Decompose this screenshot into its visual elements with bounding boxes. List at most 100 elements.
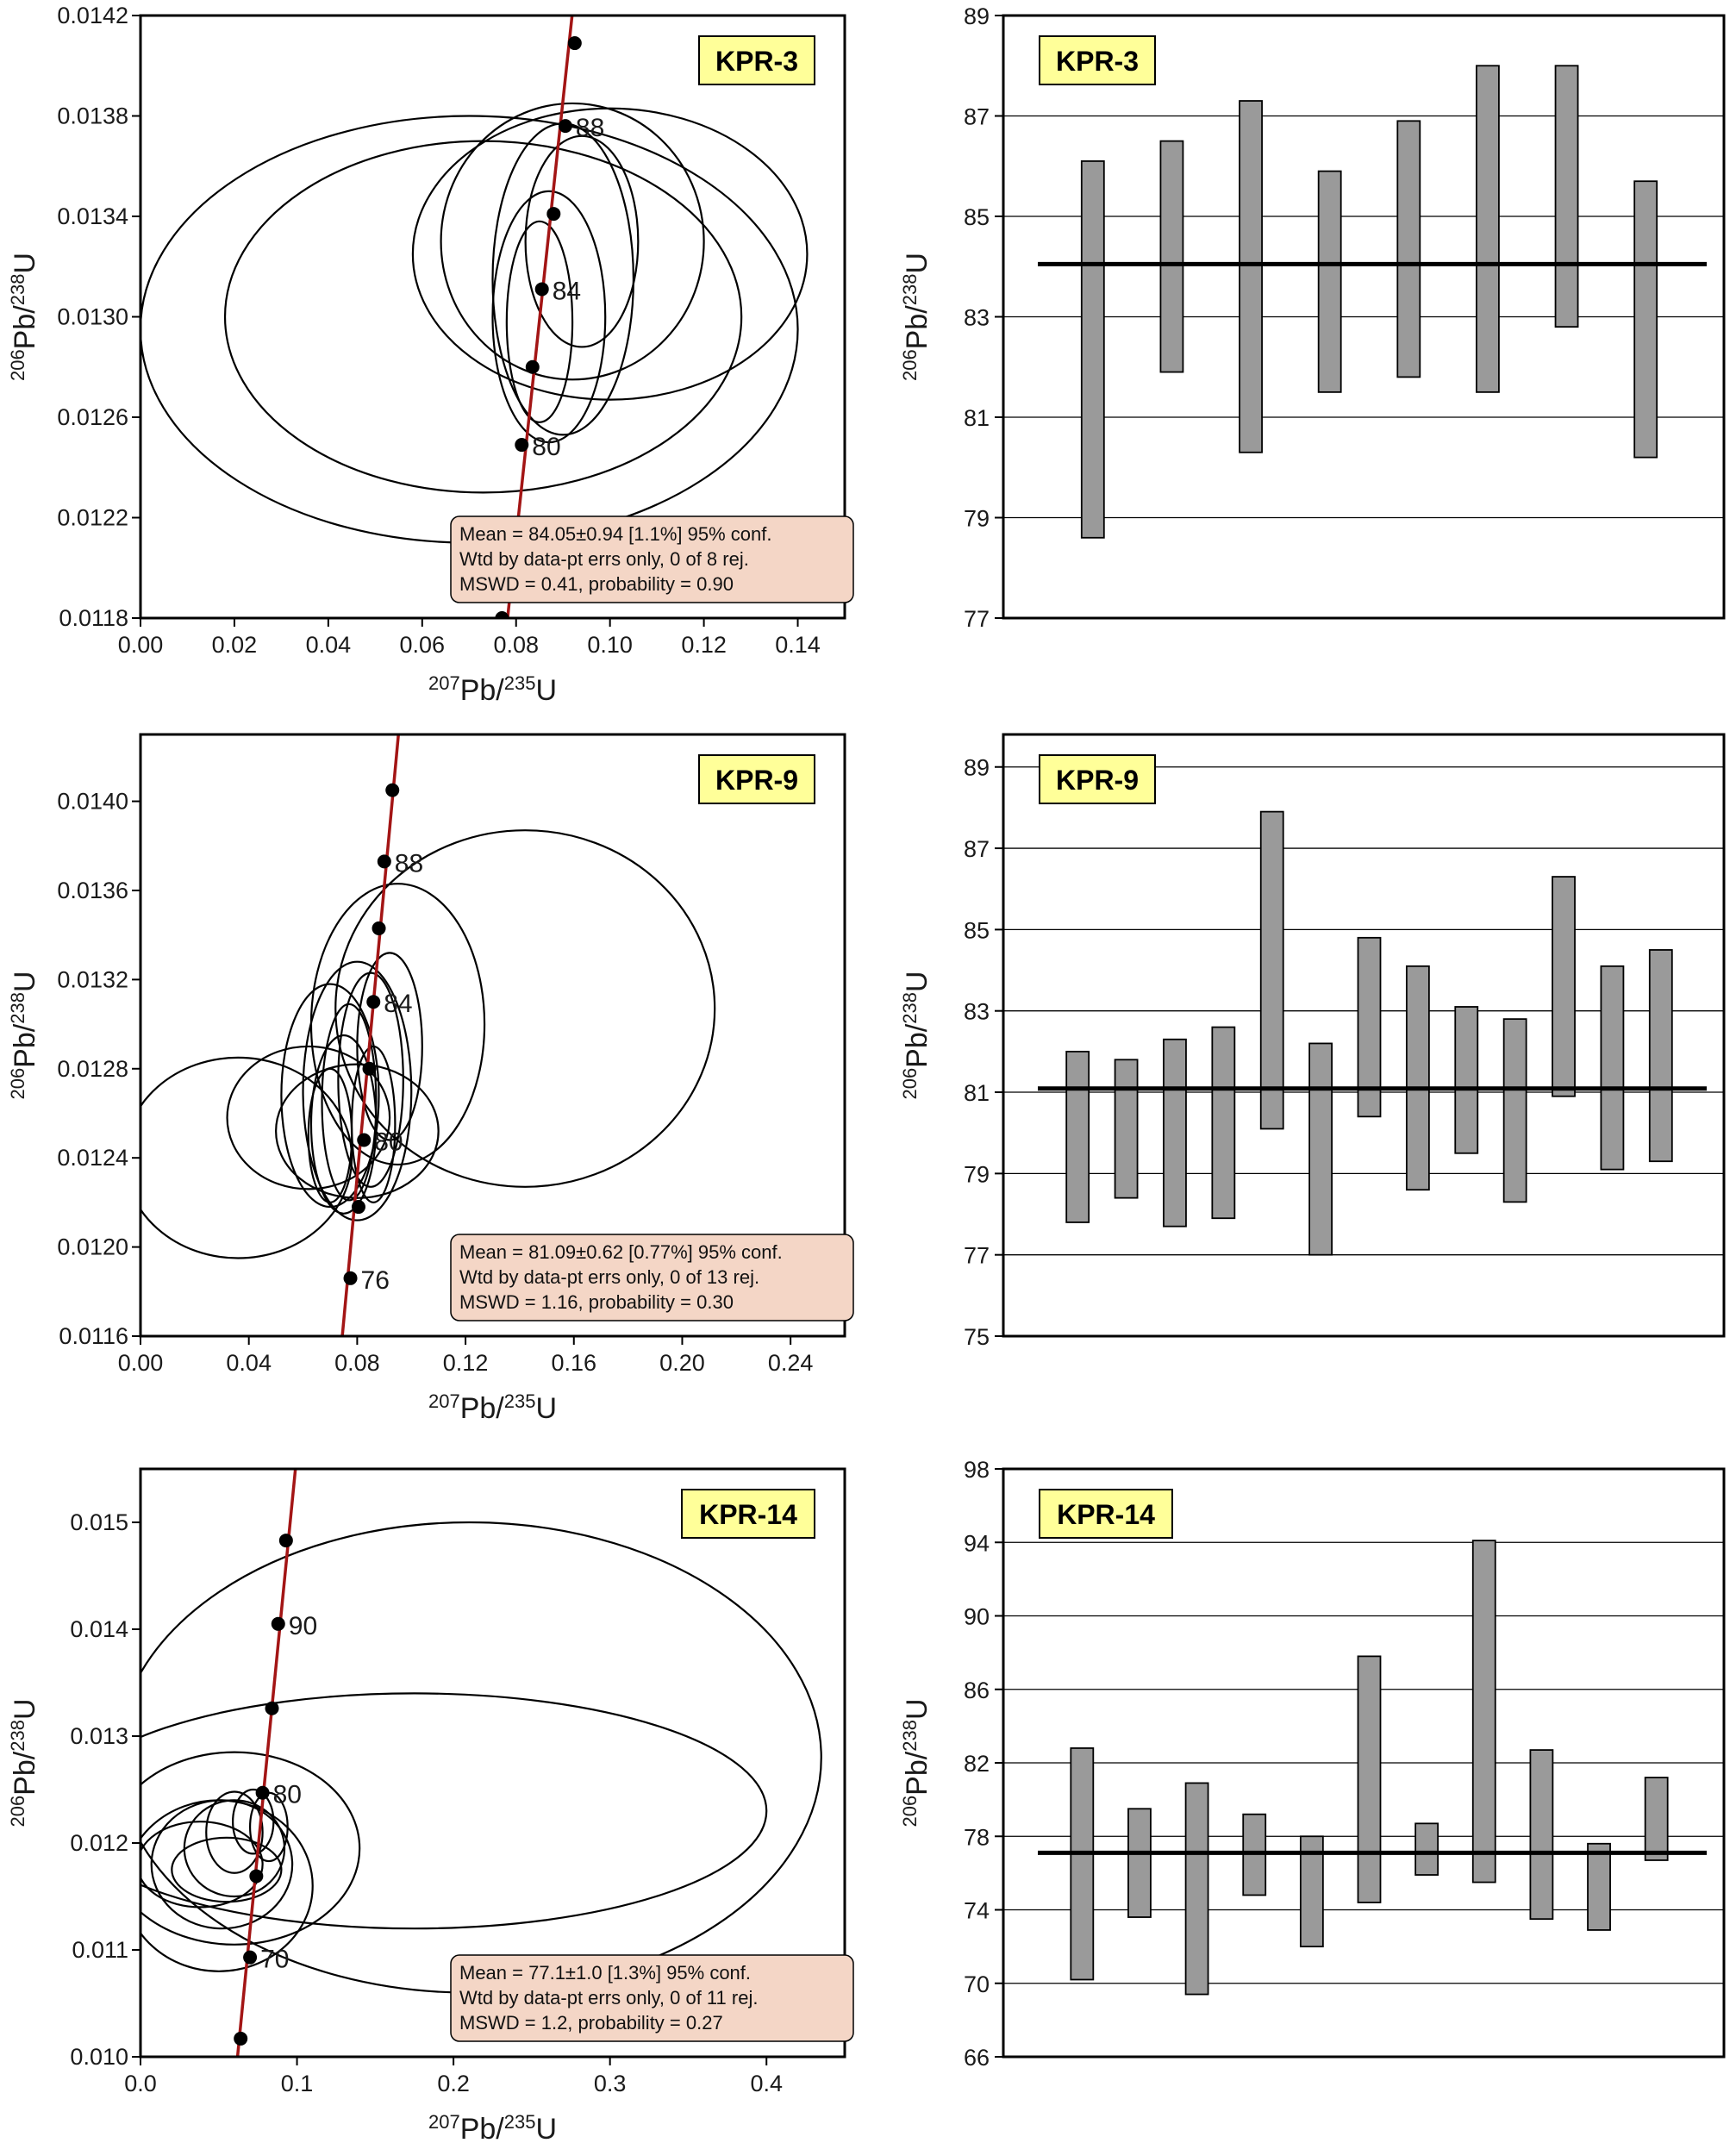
error-bar-7 (1414, 1822, 1439, 1876)
stats-line: MSWD = 0.41, probability = 0.90 (459, 573, 734, 595)
isotope-mass: 238 (899, 992, 921, 1024)
error-ellipse-13 (356, 952, 423, 1141)
y-axis-label: 206Pb/238U (7, 971, 42, 1099)
age-marker-5 (366, 995, 381, 1009)
error-ellipse-9 (205, 1790, 264, 1874)
x-tick-label: 0.2 (437, 2071, 470, 2096)
concordia-curve (340, 734, 401, 1336)
error-bar-3 (1163, 1038, 1187, 1228)
y-tick-label: 74 (964, 1898, 990, 1924)
x-tick-label: 0.4 (750, 2071, 783, 2096)
y-tick-label: 78 (964, 1824, 990, 1850)
x-tick-label: 0.20 (659, 1350, 705, 1376)
isotope-mass: 206 (7, 1796, 28, 1827)
isotope-mass: 206 (899, 1068, 921, 1100)
error-bar-6 (1308, 1042, 1333, 1256)
y-tick-label: 85 (964, 917, 990, 943)
error-bar-12 (1600, 965, 1625, 1171)
y-tick-label: 0.0142 (57, 3, 128, 28)
isotope-mass: 206 (7, 349, 28, 381)
element-symbol: Pb/ (9, 1751, 41, 1796)
x-tick-label: 0.00 (118, 632, 164, 658)
sample-tag-box (1039, 1489, 1173, 1539)
error-bar-13 (1648, 949, 1673, 1163)
error-ellipse-7 (524, 134, 640, 348)
age-marker-5 (265, 1701, 279, 1715)
x-tick-label: 0.12 (443, 1350, 489, 1376)
x-tick-label: 0.10 (587, 632, 633, 658)
plot-area: 76 80 84 88 (141, 734, 716, 1336)
sample-tag-box (698, 35, 815, 85)
sample-tag: KPR-9 (715, 765, 798, 796)
y-tick-label: 89 (964, 755, 990, 781)
x-tick-label: 0.16 (551, 1350, 596, 1376)
y-tick-label: 0.011 (72, 1937, 128, 1963)
y-tick-label: 70 (964, 1971, 990, 1997)
sample-tag: KPR-14 (699, 1499, 797, 1530)
error-ellipse-12 (321, 1003, 378, 1202)
error-ellipse-8 (505, 220, 574, 423)
age-marker-8 (385, 783, 400, 797)
age-marker-6 (372, 921, 386, 935)
isotope-mass: 235 (504, 672, 536, 694)
error-bar-8 (1471, 1540, 1496, 1884)
weighted-mean-plot-2: 75 77 79 81 83 85 87 89 206Pb/238U KPR-9 (899, 733, 1726, 1350)
error-ellipse-1 (141, 115, 799, 544)
y-tick-label: 0.0120 (57, 1234, 128, 1260)
error-bar-1 (1065, 1050, 1090, 1223)
plot-area: 80 84 88 (141, 16, 809, 618)
stats-box (450, 515, 854, 603)
error-bar-4 (1211, 1026, 1236, 1220)
error-bar-2 (1114, 1059, 1139, 1199)
stats-line: Wtd by data-pt errs only, 0 of 11 rej. (459, 1987, 758, 2009)
x-tick-label: 0.14 (775, 632, 821, 658)
sample-tag-box (698, 754, 815, 804)
error-bar-8 (1633, 180, 1658, 459)
error-ellipse-1 (334, 829, 716, 1188)
age-marker-2 (351, 1200, 365, 1215)
isotope-mass: 238 (7, 1720, 28, 1752)
element-symbol: Pb/ (9, 1023, 41, 1068)
error-bar-3 (1239, 100, 1263, 453)
age-marker-1 (495, 611, 509, 618)
x-tick-label: 0.08 (334, 1350, 380, 1376)
x-tick-label: 0.04 (226, 1350, 272, 1376)
isotope-mass: 235 (504, 2111, 536, 2133)
age-marker-7 (278, 1534, 293, 1548)
age-label: 80 (532, 433, 560, 461)
isotope-mass: 238 (899, 274, 921, 306)
error-bar-2 (1127, 1808, 1152, 1918)
plot-frame (1002, 14, 1726, 620)
age-marker-3 (525, 359, 540, 374)
element-symbol: U (901, 1698, 934, 1720)
stats-box (450, 1234, 854, 1321)
error-bar-2 (1159, 140, 1184, 373)
element-symbol: Pb/ (460, 674, 505, 707)
age-label: 84 (553, 277, 581, 305)
y-tick-label: 0.0134 (57, 203, 128, 229)
y-tick-label: 79 (964, 1161, 990, 1187)
element-symbol: U (535, 674, 557, 707)
error-ellipse-8 (171, 1836, 283, 1903)
y-tick-label: 82 (964, 1751, 990, 1777)
error-ellipse-5 (226, 1045, 391, 1190)
y-tick-label: 94 (964, 1530, 990, 1556)
error-bar-3 (1184, 1782, 1209, 1996)
y-tick-label: 0.0136 (57, 878, 128, 903)
weighted-mean-plot-3: 66 70 74 78 82 86 90 94 98 206Pb/238U KPR-14 (899, 1457, 1726, 2071)
isotope-mass: 206 (899, 349, 921, 381)
age-marker-3 (357, 1133, 372, 1147)
stats-line: MSWD = 1.2, probability = 0.27 (459, 2012, 723, 2034)
y-tick-label: 83 (964, 999, 990, 1025)
y-tick-label: 0.0130 (57, 304, 128, 330)
isotope-mass: 206 (899, 1796, 921, 1827)
sample-tag-box (681, 1489, 815, 1539)
y-tick-label: 81 (964, 1080, 990, 1106)
element-symbol: Pb/ (9, 305, 41, 350)
y-tick-label: 0.013 (70, 1723, 128, 1749)
stats-line: Wtd by data-pt errs only, 0 of 8 rej. (459, 548, 749, 570)
element-symbol: Pb/ (901, 1023, 934, 1068)
age-marker-2 (243, 1950, 258, 1965)
y-tick-label: 79 (964, 506, 990, 532)
